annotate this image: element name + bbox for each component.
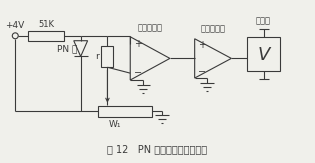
Bar (28, 31, 64, 41)
Polygon shape (195, 39, 231, 78)
Bar (101, 46, 113, 67)
Text: PN 结: PN 结 (57, 44, 78, 53)
Text: V: V (257, 46, 270, 64)
Text: +: + (134, 39, 142, 49)
Polygon shape (130, 37, 170, 80)
Text: 电压表: 电压表 (256, 16, 271, 25)
Polygon shape (74, 41, 88, 56)
Text: W₁: W₁ (109, 120, 122, 129)
Circle shape (12, 33, 18, 39)
Bar (247, 37, 280, 71)
Text: r: r (95, 52, 99, 61)
Text: +: + (198, 40, 206, 50)
Text: −: − (134, 68, 142, 78)
Text: 电压放大器: 电压放大器 (201, 25, 226, 34)
Bar (98, 106, 152, 117)
Text: +4V: +4V (5, 21, 24, 30)
Text: 差动放大器: 差动放大器 (138, 23, 163, 32)
Text: 51K: 51K (38, 20, 54, 29)
Text: 图 12   PN 结热电阻实验电路图: 图 12 PN 结热电阻实验电路图 (107, 144, 207, 154)
Text: −: − (198, 67, 206, 77)
